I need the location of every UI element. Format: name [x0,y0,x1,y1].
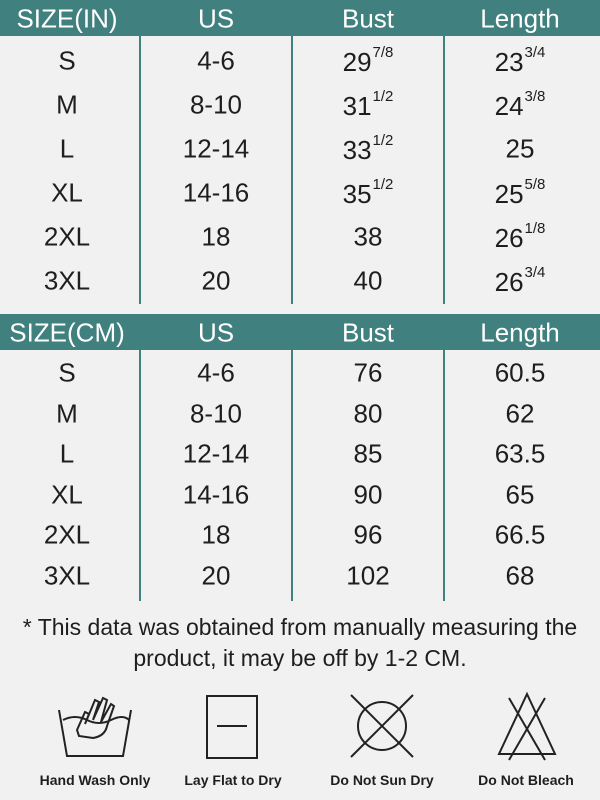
whole-number: 31 [342,91,372,121]
table-cell: 4-6 [197,357,235,388]
table-cell: 3XL [43,265,91,296]
table-cell: 76 [353,357,383,388]
table-header [0,314,600,350]
table-cell: 60.5 [494,357,546,388]
whole-number: 24 [494,91,524,121]
table-cell: XL [51,479,83,510]
table-cell: 2XL [43,221,91,252]
table-cell: S [58,45,76,76]
fraction: 7/8 [372,44,394,61]
table-cell: 4-6 [197,45,235,76]
table-cell: 20 [201,560,231,591]
fraction: 1/2 [372,132,394,149]
table-cell: 102 [346,560,390,591]
column-separator [139,350,141,601]
header-cell: Length [480,317,560,348]
table-cell: XL [51,177,83,208]
table-cell: 18 [201,519,231,550]
table-cell: L [59,438,75,469]
header-cell: Bust [341,3,395,34]
no-sun-dry-icon [350,694,414,758]
column-separator [291,350,293,601]
column-separator [443,36,445,304]
table-cell: 2XL [43,519,91,550]
whole-number: 23 [494,47,524,77]
table-cell: 261/8 [495,220,546,254]
table-cell: M [56,89,78,120]
icon-label: Lay Flat to Dry [184,772,282,788]
table-cell: 233/4 [495,44,546,78]
table-cell: 297/8 [343,44,394,78]
table-cell: 65 [505,479,535,510]
icon-label: Hand Wash Only [39,772,151,788]
lay-flat-icon [206,695,258,759]
table-cell: 263/4 [495,264,546,298]
table-cell: L [59,133,75,164]
column-separator [291,36,293,304]
table-cell: 68 [505,560,535,591]
table-cell: 243/8 [495,88,546,122]
fraction: 1/2 [372,88,394,105]
whole-number: 29 [342,47,372,77]
table-cell: 8-10 [189,398,243,429]
table-cell: 3XL [43,560,91,591]
icon-label: Do Not Bleach [478,772,574,788]
whole-number: 25 [494,179,524,209]
whole-number: 35 [342,179,372,209]
whole-number: 26 [494,267,524,297]
table-cell: 25 [505,133,535,164]
table-cell: 14-16 [182,479,250,510]
table-cell: 14-16 [182,177,250,208]
table-cell: 18 [201,221,231,252]
table-cell: M [56,398,78,429]
column-separator [139,36,141,304]
table-cell: 12-14 [182,133,250,164]
table-cell: 255/8 [495,176,546,210]
no-bleach-icon [497,691,557,761]
fraction: 3/4 [524,264,546,281]
table-cell: 63.5 [494,438,546,469]
header-cell: US [197,3,235,34]
table-header [0,0,600,36]
header-cell: SIZE(IN) [16,3,118,34]
table-cell: 8-10 [189,89,243,120]
table-cell: 85 [353,438,383,469]
table-cell: 38 [353,221,383,252]
table-cell: 12-14 [182,438,250,469]
table-cell: 80 [353,398,383,429]
header-cell: US [197,317,235,348]
fraction: 1/8 [524,220,546,237]
whole-number: 26 [494,223,524,253]
fraction: 3/4 [524,44,546,61]
table-cell: 311/2 [343,88,394,122]
fraction: 5/8 [524,176,546,193]
fraction: 1/2 [372,176,394,193]
header-cell: SIZE(CM) [9,317,125,348]
hand-wash-icon [58,696,132,757]
column-separator [443,350,445,601]
fraction: 3/8 [524,88,546,105]
table-cell: 40 [353,265,383,296]
table-cell: 20 [201,265,231,296]
table-cell: 66.5 [494,519,546,550]
table-cell: 351/2 [343,176,394,210]
table-cell: S [58,357,76,388]
table-cell: 331/2 [343,132,394,166]
table-cell: 90 [353,479,383,510]
table-cell: 96 [353,519,383,550]
header-cell: Length [480,3,560,34]
table-cell: 62 [505,398,535,429]
whole-number: 33 [342,135,372,165]
note: * This data was obtained from manually m… [22,614,578,671]
icon-label: Do Not Sun Dry [330,772,434,788]
header-cell: Bust [341,317,395,348]
